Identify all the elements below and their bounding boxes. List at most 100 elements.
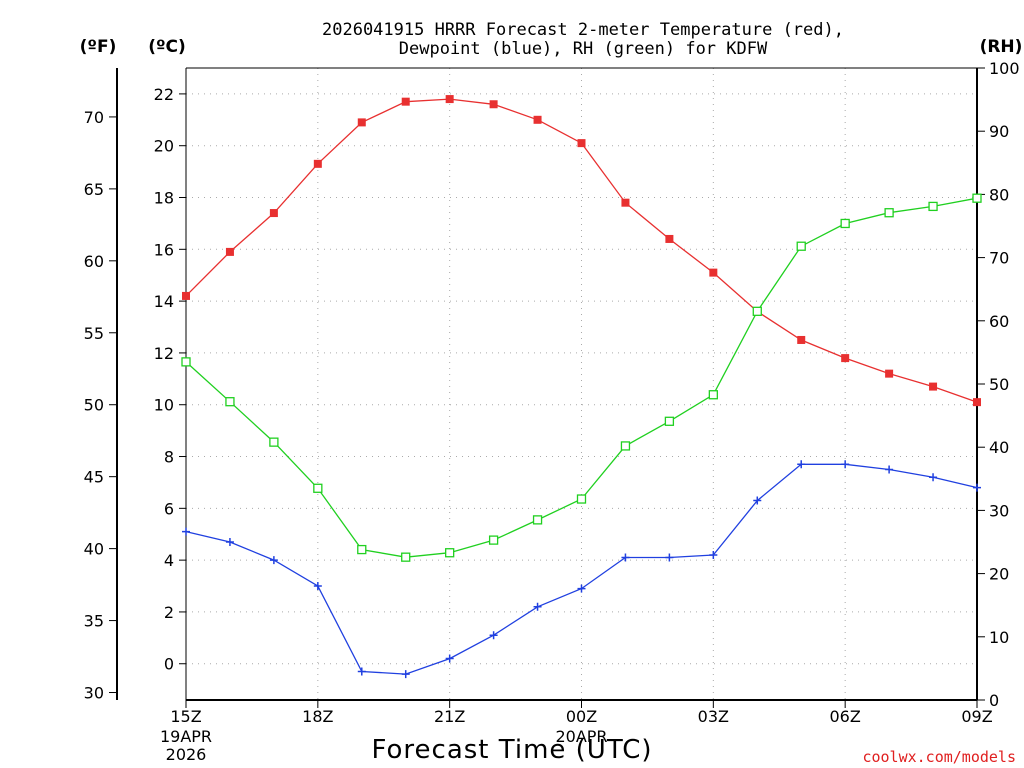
temperature-point [797,335,806,344]
rh-series [181,193,982,562]
dewpoint-point [577,584,586,593]
celsius-tick-label: 6 [164,499,174,518]
date-label: 20APR [555,727,607,746]
dewpoint-point [445,654,454,663]
celsius-tick-label: 22 [154,85,174,104]
dewpoint-point [797,460,806,469]
date-label: 2026 [166,745,207,764]
temperature-point [709,268,718,277]
fahrenheit-tick-label: 40 [84,540,104,559]
temperature-point [489,100,498,109]
time-tick-label: 06Z [830,707,861,726]
date-label: 19APR [160,727,212,746]
rh-point [664,416,675,426]
credit-link[interactable]: coolwx.com/models [862,748,1016,766]
temperature-point [445,95,454,104]
rh-point [576,494,587,504]
rh-point [488,535,499,545]
temperature-point [621,198,630,207]
time-tick-label: 18Z [302,707,333,726]
dewpoint-point [489,631,498,640]
celsius-tick-label: 4 [164,551,174,570]
dewpoint-point [753,496,762,505]
rh-tick-label: 100 [989,59,1020,78]
rh-tick-label: 80 [989,185,1009,204]
celsius-tick-label: 10 [154,396,174,415]
axes: 0 2 4 6 8 10 12 14 16 18 20 22 30 35 40 45 50 55 60 65 70 0 10… [84,59,1020,764]
rh-point [225,397,235,407]
fahrenheit-tick-label: 65 [84,180,104,199]
time-tick-label: 21Z [434,707,465,726]
fahrenheit-tick-label: 55 [84,324,104,343]
time-tick-label: 15Z [170,707,201,726]
dewpoint-series [182,460,981,679]
celsius-tick-label: 14 [154,292,174,311]
celsius-tick-label: 16 [154,240,174,259]
rh-point [620,441,631,451]
time-tick-label: 03Z [698,707,729,726]
data-series [181,95,982,679]
rh-tick-label: 40 [989,438,1009,457]
rh-point [752,306,762,316]
dewpoint-point [665,553,674,562]
rh-point [840,218,850,229]
rh-point [313,483,323,493]
gridlines [186,68,977,700]
rh-point [445,548,455,558]
rh-point [928,201,938,212]
temperature-point [225,247,234,256]
dewpoint-point [225,538,234,546]
dewpoint-point [533,602,542,611]
fahrenheit-tick-label: 35 [84,612,104,631]
fahrenheit-tick-label: 45 [84,468,104,487]
rh-tick-label: 30 [989,501,1009,520]
fahrenheit-tick-label: 50 [84,396,104,415]
x-axis-title: Forecast Time (UTC) [371,735,652,765]
temperature-point [885,369,894,378]
chart-title-line-1: 2026041915 HRRR Forecast 2-meter Tempera… [322,20,844,40]
dewpoint-point [401,670,410,679]
rh-tick-label: 20 [989,565,1009,584]
dewpoint-point [973,483,981,492]
dewpoint-point [885,465,894,474]
temperature-point [929,382,938,391]
fahrenheit-tick-label: 60 [84,252,104,271]
temperature-point [577,139,586,148]
rh-tick-label: 10 [989,628,1009,647]
fahrenheit-unit-label: (ºF) [80,37,117,57]
dewpoint-point [357,667,366,676]
rh-point [357,544,367,555]
dewpoint-point [709,550,718,559]
rh-point [181,357,191,367]
temperature-point [313,159,322,168]
temperature-point [841,354,850,363]
rh-tick-label: 90 [989,122,1009,141]
chart-title: 2026041915 HRRR Forecast 2-meter Tempera… [322,20,844,59]
rh-point [708,390,718,400]
celsius-tick-label: 20 [154,137,174,156]
fahrenheit-tick-label: 70 [84,108,104,127]
celsius-tick-label: 0 [164,655,174,674]
rh-tick-label: 60 [989,312,1009,331]
time-tick-label: 00Z [566,707,597,726]
temperature-point [533,115,542,124]
fahrenheit-tick-label: 30 [84,684,104,703]
rh-unit-label: (RH) [980,37,1023,57]
dewpoint-point [182,527,190,536]
celsius-tick-label: 18 [154,189,174,208]
celsius-tick-label: 12 [154,344,174,363]
rh-point [796,241,806,251]
chart-title-line-2: Dewpoint (blue), RH (green) for KDFW [399,39,768,59]
rh-tick-label: 0 [989,691,999,710]
dewpoint-point [621,553,630,562]
temperature-point [401,97,410,106]
rh-tick-label: 70 [989,249,1009,268]
temperature-point [665,234,674,243]
dewpoint-point [929,473,938,482]
rh-point [972,193,982,203]
temperature-point [269,209,278,218]
temperature-point [973,398,981,407]
rh-point [884,208,894,218]
temperature-series [182,95,981,407]
